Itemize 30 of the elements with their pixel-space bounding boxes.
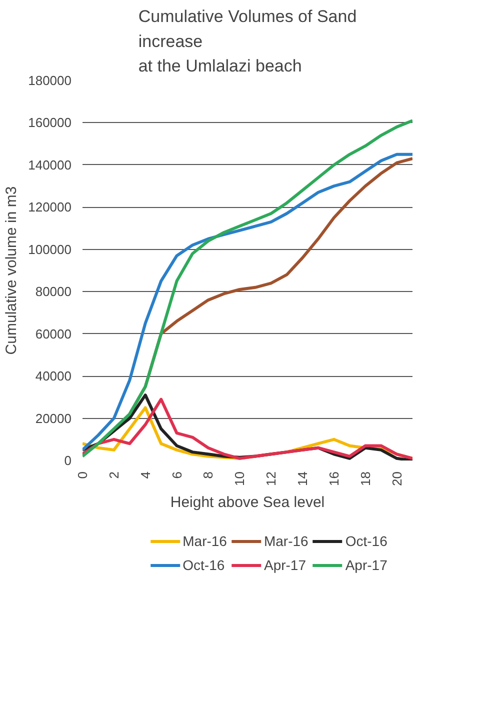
- x-tick-label: 18: [358, 471, 373, 486]
- x-tick-label: 20: [389, 471, 404, 486]
- legend-label: Mar-16: [182, 533, 227, 549]
- y-tick-label: 180000: [28, 73, 72, 88]
- x-tick-label: 4: [138, 471, 153, 479]
- y-tick-label: 40000: [35, 368, 72, 384]
- legend-label: Apr-17: [345, 557, 388, 573]
- x-tick-label: 10: [232, 471, 248, 486]
- x-tick-label: 6: [169, 471, 184, 479]
- x-tick-label: 12: [264, 471, 279, 486]
- x-tick-label: 0: [75, 471, 90, 479]
- y-tick-label: 60000: [35, 326, 72, 342]
- legend-label: Apr-17: [264, 557, 306, 573]
- y-tick-label: 140000: [28, 157, 72, 172]
- y-tick-label: 0: [64, 453, 72, 468]
- x-tick-label: 14: [295, 471, 310, 486]
- y-tick-label: 160000: [28, 115, 72, 130]
- x-tick-label: 2: [106, 471, 122, 479]
- y-tick-label: 100000: [28, 242, 72, 257]
- y-tick-label: 120000: [28, 200, 72, 215]
- legend-label: Oct-16: [345, 533, 388, 549]
- y-tick-label: 20000: [35, 410, 72, 426]
- x-tick-label: 16: [326, 471, 342, 486]
- legend-label: Oct-16: [182, 557, 225, 573]
- x-axis-title: Height above Sea level: [170, 494, 325, 511]
- y-axis-title: Cumulative volume in m3: [3, 186, 20, 355]
- legend-label: Mar-16: [264, 533, 308, 549]
- chart-title: Cumulative Volumes of Sand increase at the Umlalazi beach: [138, 7, 357, 76]
- y-tick-label: 80000: [35, 284, 72, 300]
- x-tick-label: 8: [200, 471, 216, 479]
